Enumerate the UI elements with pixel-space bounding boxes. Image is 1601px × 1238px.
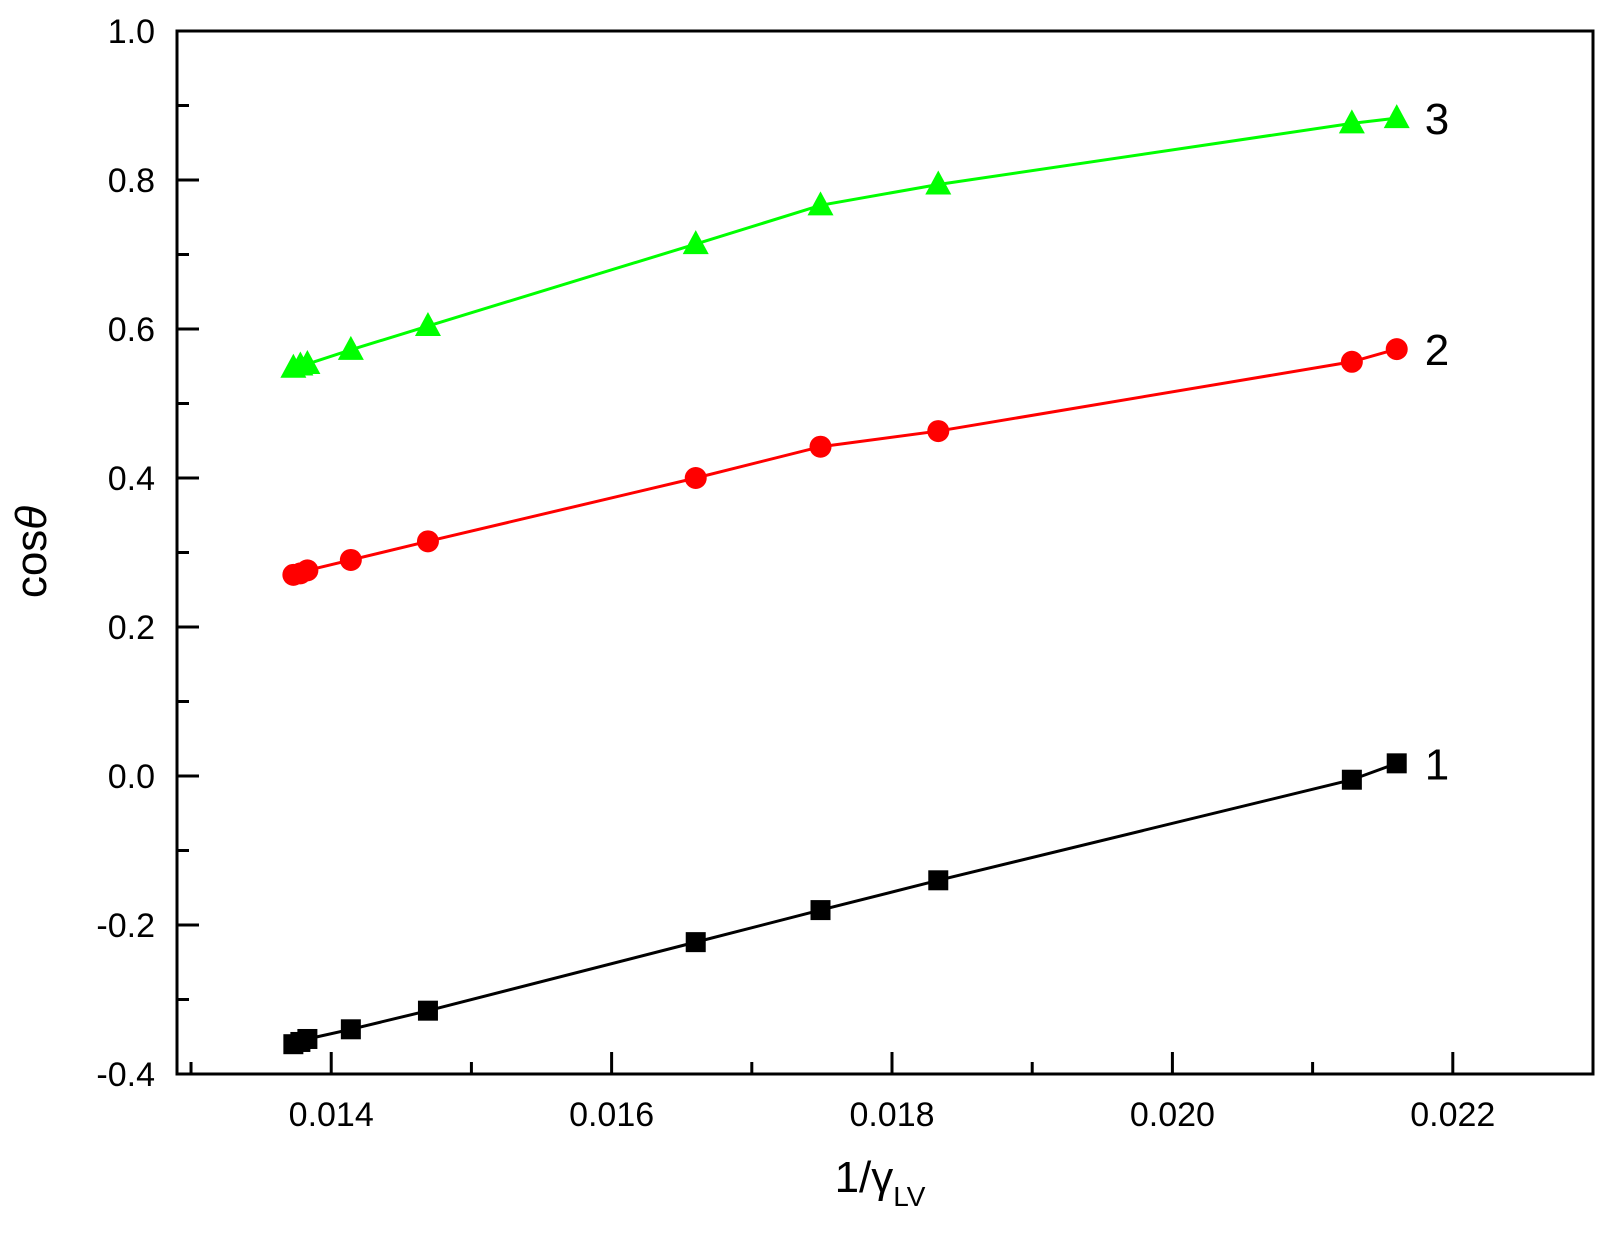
series-1-point (1386, 753, 1407, 774)
series-1-label: 1 (1425, 740, 1449, 789)
x-tick-label: 0.022 (1410, 1096, 1495, 1134)
series-1-point (928, 870, 949, 891)
series-3-point (337, 335, 364, 360)
series-labels: 1 2 3 (1425, 95, 1449, 789)
y-tick-label: 0.2 (108, 609, 155, 647)
y-tick-label: 0.8 (108, 162, 155, 200)
series-1-point (297, 1028, 318, 1049)
series-2-point (1340, 350, 1363, 373)
series-1-line (292, 761, 1398, 1046)
series-markers (280, 104, 1410, 1055)
y-tick-label: 0.6 (108, 311, 155, 349)
plot-frame (175, 29, 1595, 1076)
y-tick-label: 1.0 (108, 13, 155, 51)
series-2-point (339, 548, 362, 571)
series-3-point (925, 170, 952, 195)
series-3-point (682, 230, 709, 255)
series-3-point (414, 312, 441, 337)
x-tick-label: 0.014 (289, 1096, 374, 1134)
series-3-line (292, 116, 1397, 370)
y-tick-label: 0.0 (108, 758, 155, 796)
series-1-point (810, 900, 831, 921)
x-tick-label: 0.016 (569, 1096, 654, 1134)
series-2-point (416, 530, 439, 553)
series-2-line (293, 347, 1398, 577)
series-3-point (807, 191, 834, 216)
series-3-point (1338, 109, 1365, 134)
series-3-point (294, 350, 321, 375)
y-axis-title: cosθ (7, 506, 56, 598)
series-lines (292, 116, 1398, 1046)
series-2-point (809, 435, 832, 458)
series-1-point (340, 1019, 361, 1040)
series-3-point (1383, 104, 1410, 129)
y-tick-label: -0.4 (96, 1056, 155, 1094)
y-tick-label: 0.4 (108, 460, 155, 498)
y-tick-label: -0.2 (96, 907, 155, 945)
tick-labels: 0.014 0.016 0.018 0.020 0.022 -0.4 -0.2 0.0 0.2 0… (96, 13, 1495, 1134)
series-1-point (685, 932, 706, 953)
series-2-point (927, 420, 950, 443)
series-1-point (1341, 769, 1362, 790)
series-2-point (296, 559, 319, 582)
series-2-label: 2 (1425, 326, 1449, 375)
x-tick-label: 0.018 (849, 1096, 934, 1134)
x-tick-label: 0.020 (1130, 1096, 1215, 1134)
x-axis-title: 1/γLV (835, 1153, 926, 1212)
series-1-point (417, 1000, 438, 1021)
series-2-point (684, 467, 707, 489)
series-3-label: 3 (1425, 95, 1449, 144)
axis-ticks (177, 29, 1595, 1076)
series-2-point (1385, 338, 1408, 361)
